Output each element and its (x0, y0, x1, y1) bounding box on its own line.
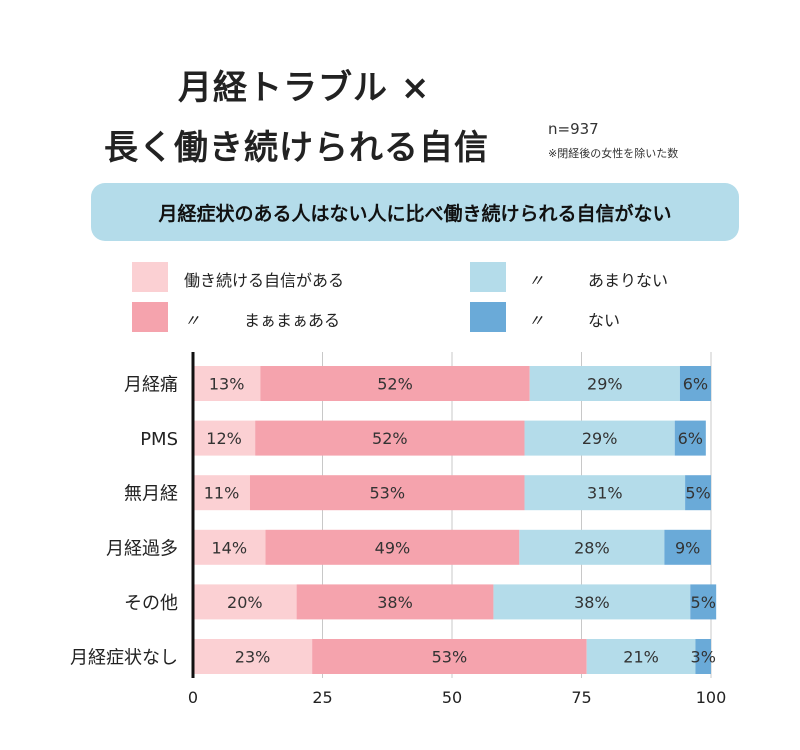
data-label-3-1: 49% (375, 538, 411, 557)
data-label-4-1: 38% (377, 593, 413, 612)
bar-0-3 (679, 366, 711, 401)
data-label-4-2: 38% (574, 593, 610, 612)
data-label-2-3: 5% (685, 484, 710, 503)
data-label-2-0: 11% (204, 484, 240, 503)
bar-5-2 (586, 639, 696, 674)
data-label-4-0: 20% (227, 593, 263, 612)
x-tick-label-50: 50 (442, 688, 462, 707)
data-label-3-2: 28% (574, 538, 610, 557)
bar-0-2 (529, 366, 680, 401)
x-tick-label-25: 25 (312, 688, 332, 707)
data-label-0-1: 52% (377, 375, 413, 394)
category-label-0: 月経痛 (124, 375, 178, 396)
legend-label-confident: 働き続ける自信がある (184, 271, 345, 290)
bar-5-0 (193, 639, 313, 674)
legend-swatch-not-much (470, 262, 506, 292)
bar-1-0 (193, 420, 256, 456)
bar-3-1 (265, 529, 520, 565)
data-label-1-2: 29% (582, 429, 618, 448)
x-tick-label-0: 0 (188, 688, 198, 707)
bar-5-3 (695, 639, 711, 674)
data-label-3-3: 9% (675, 538, 700, 557)
data-label-1-1: 52% (372, 429, 408, 448)
sample-size-label: n=937 (548, 120, 599, 138)
bar-3-3 (664, 529, 711, 565)
legend-ditto-none: 〃 (528, 311, 545, 330)
legend-label-somewhat: まぁまぁある (244, 311, 341, 330)
data-label-1-3: 6% (678, 429, 703, 448)
legend-label-none: ない (588, 311, 621, 330)
chart-title-line2: 長く働き続けられる自信 (104, 128, 489, 168)
footnote-label: ※閉経後の女性を除いた数 (548, 147, 679, 160)
bar-2-2 (524, 475, 686, 511)
bar-2-0 (193, 475, 250, 511)
bar-1-3 (674, 420, 706, 456)
data-label-5-3: 3% (691, 648, 716, 667)
legend-swatch-none (470, 302, 506, 332)
bar-0-0 (193, 366, 261, 401)
bar-3-0 (193, 529, 266, 565)
headline-banner-text: 月経症状のある人はない人に比べ働き続けられる自信がない (158, 202, 672, 225)
legend-label-not-much: あまりない (588, 271, 669, 290)
category-label-3: 月経過多 (106, 538, 178, 559)
data-label-3-0: 14% (211, 538, 247, 557)
bar-4-2 (493, 584, 691, 620)
x-tick-label-75: 75 (571, 688, 591, 707)
data-label-5-0: 23% (235, 648, 271, 667)
data-label-5-1: 53% (432, 648, 468, 667)
bar-4-0 (193, 584, 297, 620)
data-label-0-2: 29% (587, 375, 623, 394)
data-label-4-3: 5% (691, 593, 716, 612)
bar-5-1 (312, 639, 587, 674)
bar-2-1 (249, 475, 525, 511)
bar-3-2 (519, 529, 665, 565)
headline-banner: 月経症状のある人はない人に比べ働き続けられる自信がない (91, 183, 739, 241)
category-label-1: PMS (140, 429, 178, 450)
data-label-2-2: 31% (587, 484, 623, 503)
data-label-5-2: 21% (623, 648, 659, 667)
bar-4-3 (690, 584, 717, 620)
data-label-0-3: 6% (683, 375, 708, 394)
chart-title-line1: 月経トラブル × (178, 68, 431, 108)
category-label-5: 月経症状なし (70, 648, 178, 669)
data-label-2-1: 53% (369, 484, 405, 503)
bar-1-1 (255, 420, 525, 456)
category-label-4: その他 (124, 593, 178, 614)
x-tick-label-100: 100 (696, 688, 727, 707)
legend-ditto-somewhat: 〃 (184, 311, 201, 330)
legend-ditto-not-much: 〃 (528, 271, 545, 290)
bar-0-1 (260, 366, 530, 401)
bar-1-2 (524, 420, 675, 456)
data-label-1-0: 12% (206, 429, 242, 448)
bar-4-1 (296, 584, 494, 620)
legend-swatch-confident (132, 262, 168, 292)
data-label-0-0: 13% (209, 375, 245, 394)
legend-swatch-somewhat (132, 302, 168, 332)
bar-2-3 (685, 475, 711, 511)
category-label-2: 無月経 (124, 484, 178, 505)
